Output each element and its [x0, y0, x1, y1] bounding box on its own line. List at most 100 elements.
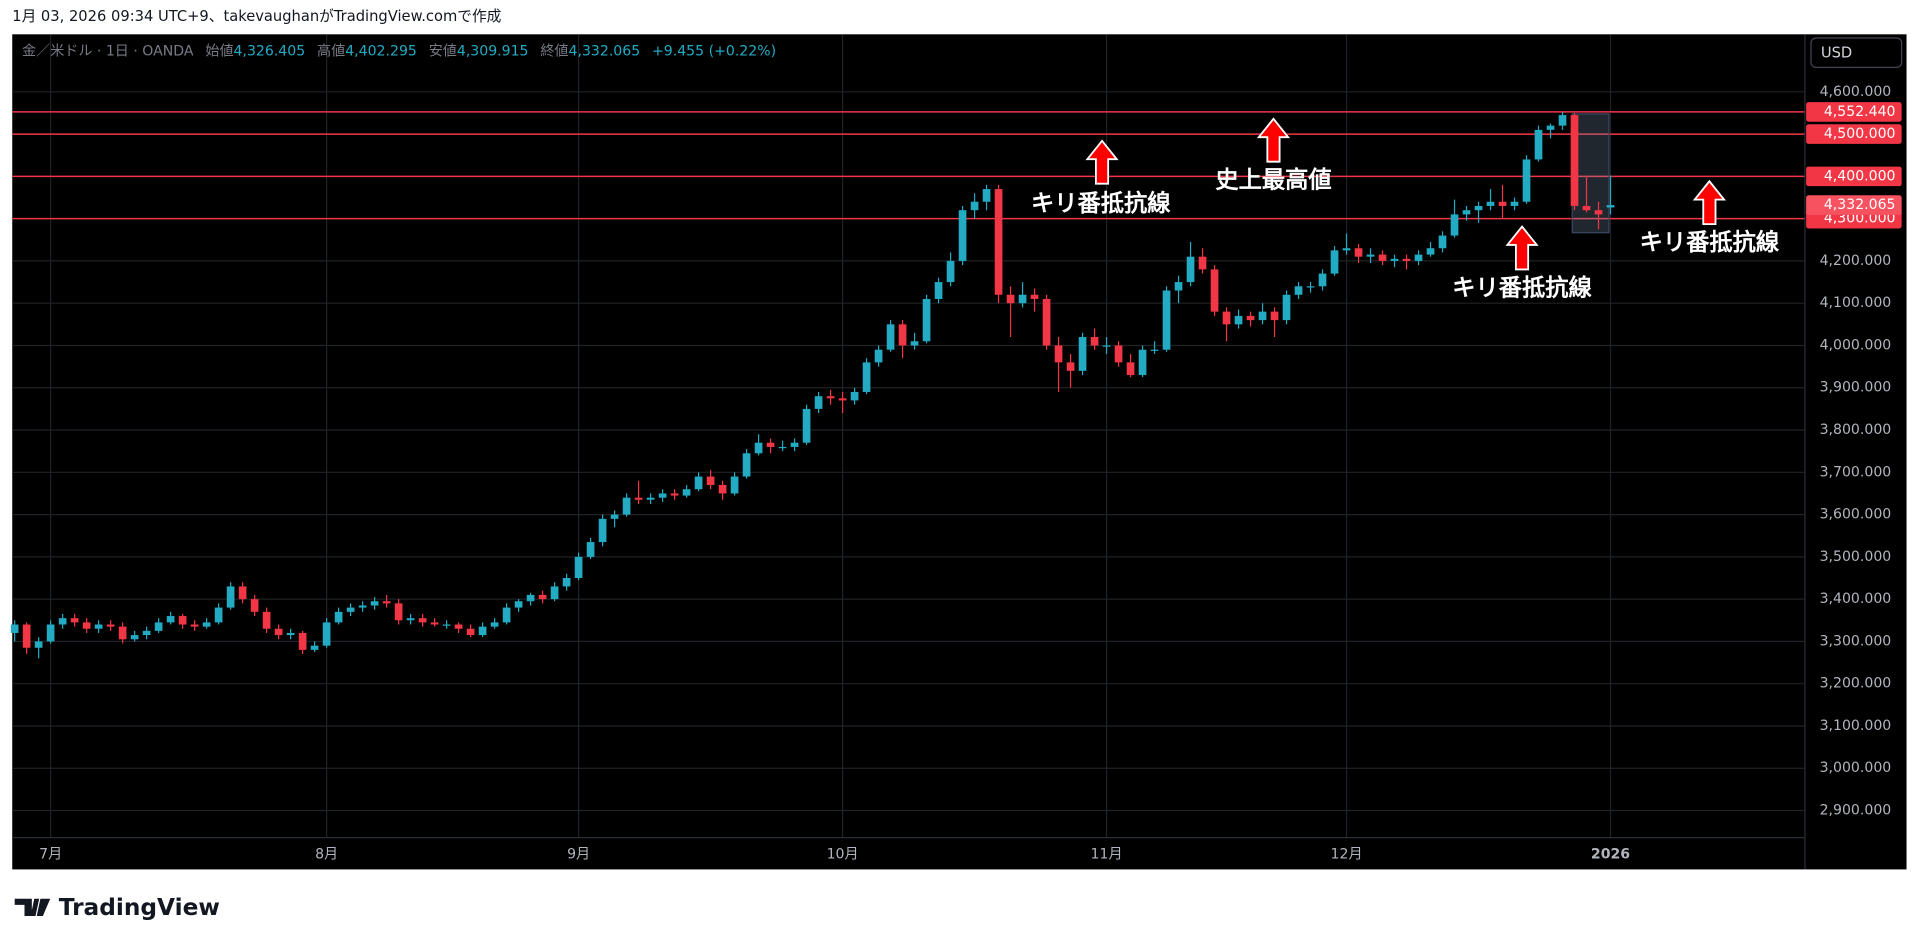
chart-frame — [12, 34, 1907, 870]
x-tick-label: 12月 — [1331, 847, 1363, 863]
candle-body — [1378, 254, 1387, 261]
candle-body — [886, 324, 895, 350]
candle-body — [58, 618, 67, 625]
ohlc-value: 4,402.295 — [345, 43, 417, 59]
candle-body — [1114, 345, 1123, 363]
y-tick-label: 3,400.000 — [1820, 591, 1892, 607]
annotation: キリ番抵抗線 — [1640, 229, 1780, 256]
candle-body — [1342, 248, 1351, 251]
candle-body — [1282, 294, 1291, 321]
candle-body — [1330, 250, 1339, 274]
candle-body — [1414, 254, 1423, 261]
candle-body — [1102, 345, 1111, 347]
candle-body — [1354, 248, 1363, 257]
candle-body — [550, 586, 559, 600]
y-tick-label: 3,600.000 — [1820, 507, 1892, 523]
candle-body — [562, 578, 571, 587]
candle-body — [1246, 315, 1255, 321]
candle-body — [250, 599, 259, 612]
candle-body — [1162, 290, 1171, 350]
candle-body — [1534, 129, 1543, 160]
currency-button[interactable] — [1810, 37, 1903, 68]
currency-label[interactable]: USD — [1821, 44, 1852, 61]
candle-body — [766, 442, 775, 447]
candle-body — [1270, 311, 1279, 321]
y-tick-label: 4,000.000 — [1820, 337, 1892, 353]
candle-body — [1174, 282, 1183, 291]
arrow — [1505, 225, 1539, 271]
candle-body — [1366, 254, 1375, 257]
candle-body — [1210, 269, 1219, 312]
candle-body — [1234, 315, 1243, 325]
candle-body — [1186, 256, 1195, 283]
candle-body — [1570, 115, 1579, 206]
price-badge-label: 4,500.000 — [1824, 126, 1896, 142]
y-tick-label: 3,800.000 — [1820, 422, 1892, 438]
candle-body — [70, 618, 79, 623]
candle-body — [274, 628, 283, 636]
candle-body — [814, 396, 823, 409]
candle-body — [1462, 210, 1471, 215]
candle-body — [910, 341, 919, 346]
candle-body — [982, 189, 991, 202]
candle-body — [10, 624, 19, 633]
candle-body — [1522, 159, 1531, 202]
candle-body — [1486, 201, 1495, 206]
x-tick-label: 10月 — [827, 847, 859, 863]
candle-body — [190, 624, 199, 627]
candle-body — [802, 408, 811, 443]
candle-body — [322, 622, 331, 646]
arrow — [1085, 139, 1119, 185]
candle-body — [658, 493, 667, 498]
candle-body — [646, 497, 655, 500]
candle-body — [418, 618, 427, 623]
candle-body — [1426, 248, 1435, 255]
candle-body — [1138, 349, 1147, 376]
candle-body — [598, 518, 607, 543]
candle-body — [310, 645, 319, 650]
price-badge-label: 4,552.440 — [1824, 104, 1896, 120]
candle-body — [1078, 337, 1087, 371]
brand-name: TradingView — [59, 894, 220, 921]
candle-body — [574, 556, 583, 579]
price-badge-label: 4,400.000 — [1824, 168, 1896, 184]
candle-body — [622, 497, 631, 515]
candle-body — [262, 611, 271, 629]
arrow — [1256, 117, 1291, 163]
x-tick-label: 7月 — [39, 847, 62, 863]
candle-body — [1558, 115, 1567, 126]
candle-body — [826, 396, 835, 399]
ohlc-name: 終値 — [540, 43, 568, 59]
legend-header: 金／米ドル · 1日 · OANDA 始値4,326.405 高値4,402.2… — [22, 42, 776, 59]
candle-body — [466, 628, 475, 636]
candle-body — [742, 453, 751, 477]
change: +9.455 (+0.22%) — [652, 43, 776, 59]
brand-logo — [14, 898, 51, 916]
candle-body — [406, 618, 415, 621]
y-tick-label: 3,100.000 — [1820, 718, 1892, 734]
candle-body — [586, 542, 595, 557]
candle-body — [1594, 210, 1603, 215]
candle-body — [1090, 337, 1099, 346]
candle-body — [334, 611, 343, 623]
candle-body — [1294, 286, 1303, 295]
candle-body — [1390, 258, 1399, 261]
candle-body — [34, 641, 43, 648]
y-tick-label: 3,900.000 — [1820, 380, 1892, 396]
candle-body — [526, 594, 535, 602]
y-tick-label: 3,500.000 — [1820, 549, 1892, 565]
candle-body — [1318, 273, 1327, 287]
candle-body — [634, 497, 643, 500]
arrow — [1692, 179, 1726, 226]
candle-body — [394, 603, 403, 621]
candle-body — [1606, 205, 1615, 208]
candle-body — [1510, 201, 1519, 206]
candle-body — [994, 189, 1003, 295]
candle-body — [514, 601, 523, 608]
x-tick-label: 11月 — [1091, 847, 1123, 863]
candle-body — [1006, 294, 1015, 304]
candle-body — [1474, 205, 1483, 211]
y-tick-label: 3,200.000 — [1820, 676, 1892, 692]
candle-body — [778, 446, 787, 449]
